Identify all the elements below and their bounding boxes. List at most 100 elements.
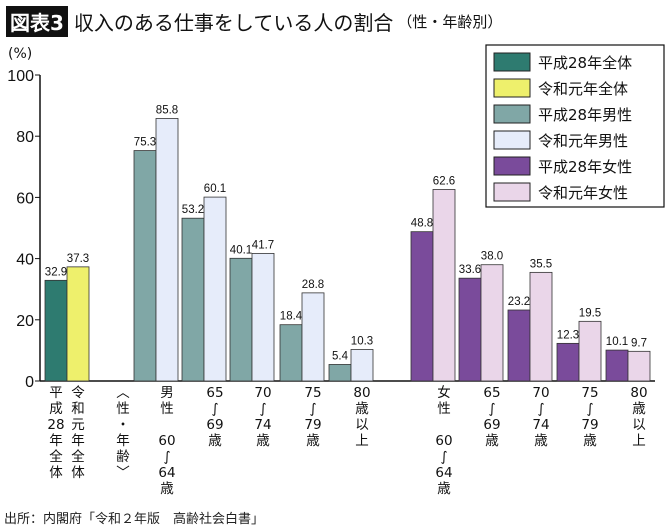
data-label: 53.2 xyxy=(182,204,204,216)
x-tick-label: 65 ∫ 69 歳 xyxy=(206,385,223,449)
data-label: 62.6 xyxy=(433,175,455,187)
x-tick-label-line: 女 xyxy=(437,385,451,401)
bar xyxy=(44,279,68,382)
data-label: 85.8 xyxy=(156,104,178,116)
x-tick-label-line: 74 xyxy=(532,417,550,433)
x-tick-label-line: 全 xyxy=(49,449,63,465)
y-tick-label: 0 xyxy=(25,374,34,391)
x-tick-label-line: 64 xyxy=(158,465,176,481)
x-tick-label-line: 75 xyxy=(581,385,599,401)
x-tick-label-line: 70 xyxy=(532,385,550,401)
x-tick-label-line: 上 xyxy=(632,433,646,449)
x-tick-label: 70 ∫ 74 歳 xyxy=(254,385,271,449)
x-tick-label-line: 歳 xyxy=(256,433,270,449)
x-tick-label-line: 歳 xyxy=(583,433,597,449)
legend-swatch xyxy=(493,104,531,124)
x-tick-label-line: 80 xyxy=(353,385,371,401)
y-tick-label: 40 xyxy=(16,252,34,269)
x-tick-label-line: 歳 xyxy=(632,401,646,417)
x-tick-label-line: 65 xyxy=(483,385,501,401)
y-tick-label: 60 xyxy=(16,190,34,207)
figure-badge: 図表3 xyxy=(6,6,68,37)
title-subtitle: （性・年齢別） xyxy=(397,13,503,31)
x-tick-label: 80 歳以上 xyxy=(630,385,647,449)
bar xyxy=(507,309,531,382)
x-tick-label-line: 年 xyxy=(71,433,85,449)
bar xyxy=(529,271,553,382)
x-tick-label-line: 歳 xyxy=(306,433,320,449)
legend-label: 令和元年全体 xyxy=(538,80,628,98)
legend-swatch xyxy=(493,130,531,150)
x-tick-label-line: 上 xyxy=(355,433,369,449)
data-label: 41.7 xyxy=(252,239,274,251)
x-tick-label: ︿ 性・年齢 ﹀ xyxy=(116,385,130,481)
x-tick-label: 80 歳以上 xyxy=(353,385,370,449)
x-tick-label-line: ∫ xyxy=(440,449,448,465)
data-label: 19.5 xyxy=(579,307,601,319)
legend-box xyxy=(485,44,665,208)
x-tick-label-line: ∫ xyxy=(309,401,317,417)
y-tick-label: 80 xyxy=(16,129,34,146)
data-label: 33.6 xyxy=(459,264,481,276)
x-tick-label-line: 60 xyxy=(158,433,176,449)
title-text: 収入のある仕事をしている人の割合 xyxy=(73,11,394,35)
legend-label: 令和元年男性 xyxy=(538,132,628,150)
legend-swatch xyxy=(493,156,531,176)
bar xyxy=(410,231,434,382)
legend-label: 令和元年女性 xyxy=(538,184,628,202)
x-tick-label: 75 ∫ 79 歳 xyxy=(304,385,321,449)
x-tick-label-line: ∫ xyxy=(537,401,545,417)
data-label: 40.1 xyxy=(230,244,252,256)
x-tick-label-line: 75 xyxy=(304,385,322,401)
x-tick-label-line: 歳 xyxy=(534,433,548,449)
legend-label: 平成28年全体 xyxy=(538,54,632,72)
x-tick-label-line: ∫ xyxy=(259,401,267,417)
data-label: 38.0 xyxy=(481,251,503,263)
legend-label: 平成28年女性 xyxy=(538,158,632,176)
data-label: 60.1 xyxy=(204,183,226,195)
x-tick-label-line: 以 xyxy=(355,417,369,433)
x-tick-label-line: 性 xyxy=(116,401,130,417)
data-label: 9.7 xyxy=(631,337,647,349)
x-tick-label-line: ∫ xyxy=(586,401,594,417)
data-label: 12.3 xyxy=(557,329,579,341)
x-tick-label: 男性 60 ∫ 64 歳 xyxy=(158,385,175,497)
x-tick-label-line: 64 xyxy=(435,465,453,481)
x-tick-label-line: 以 xyxy=(632,417,646,433)
y-tick-label: 20 xyxy=(16,313,34,330)
x-tick-label-line: 歳 xyxy=(160,481,174,497)
bar xyxy=(458,277,482,382)
data-label: 75.3 xyxy=(134,137,156,149)
x-tick-label: 75 ∫ 79 歳 xyxy=(581,385,598,449)
data-label: 37.3 xyxy=(67,253,89,265)
x-tick-label-line: 体 xyxy=(71,465,85,481)
bar xyxy=(350,349,374,382)
x-tick-label: 女性 60 ∫ 64 歳 xyxy=(435,385,452,497)
data-label: 18.4 xyxy=(280,311,303,323)
x-tick-label-line: 79 xyxy=(304,417,322,433)
x-tick-label-line: 歳 xyxy=(437,481,451,497)
x-tick-label-line: 80 xyxy=(630,385,648,401)
bar xyxy=(627,350,651,382)
x-tick-label-line: 男 xyxy=(160,385,174,401)
bar xyxy=(578,320,602,382)
x-tick-label-line: 69 xyxy=(206,417,224,433)
x-tick-label-line: 元 xyxy=(71,417,85,433)
x-tick-label-line: 成 xyxy=(49,401,63,417)
data-label: 35.5 xyxy=(530,258,552,270)
legend-swatch xyxy=(493,52,531,72)
legend-label: 平成28年男性 xyxy=(538,106,632,124)
x-tick-label: 令和元年全体 xyxy=(71,385,85,481)
data-label: 23.2 xyxy=(508,296,530,308)
x-tick-label-line: 平 xyxy=(49,385,63,401)
x-tick-label-line xyxy=(158,417,175,433)
x-tick-label-line: 齢 xyxy=(116,449,130,465)
x-tick-label-line: 全 xyxy=(71,449,85,465)
x-tick-label-line: 28 xyxy=(47,417,65,433)
x-tick-label-line xyxy=(435,417,452,433)
bar xyxy=(181,217,205,382)
data-label: 32.9 xyxy=(45,266,67,278)
x-tick-label-line: 年 xyxy=(116,433,130,449)
